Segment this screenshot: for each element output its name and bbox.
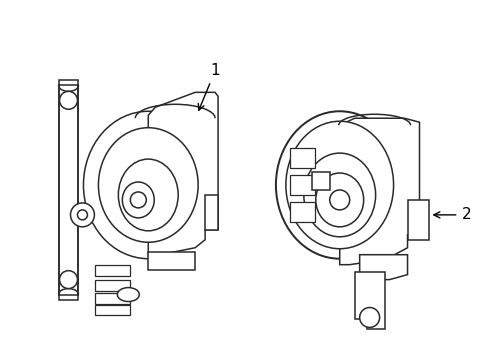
Ellipse shape bbox=[122, 182, 154, 218]
Polygon shape bbox=[95, 265, 130, 276]
Polygon shape bbox=[95, 293, 130, 303]
Polygon shape bbox=[289, 148, 314, 168]
Polygon shape bbox=[95, 280, 130, 291]
Polygon shape bbox=[204, 195, 218, 230]
Polygon shape bbox=[289, 175, 314, 195]
Polygon shape bbox=[407, 200, 428, 240]
Polygon shape bbox=[354, 272, 384, 329]
Text: 1: 1 bbox=[198, 63, 220, 110]
Ellipse shape bbox=[303, 153, 375, 237]
Ellipse shape bbox=[285, 121, 393, 249]
Ellipse shape bbox=[118, 159, 178, 231]
Circle shape bbox=[70, 203, 94, 227]
Circle shape bbox=[77, 210, 87, 220]
Polygon shape bbox=[359, 255, 407, 280]
Ellipse shape bbox=[98, 128, 198, 242]
Ellipse shape bbox=[83, 111, 213, 259]
Circle shape bbox=[130, 192, 146, 208]
Ellipse shape bbox=[315, 173, 363, 227]
Polygon shape bbox=[59, 80, 78, 300]
Circle shape bbox=[60, 271, 77, 289]
Polygon shape bbox=[95, 305, 130, 315]
Circle shape bbox=[359, 307, 379, 328]
Circle shape bbox=[60, 91, 77, 109]
Polygon shape bbox=[311, 172, 329, 190]
Polygon shape bbox=[148, 92, 218, 255]
Polygon shape bbox=[339, 118, 419, 265]
Ellipse shape bbox=[117, 288, 139, 302]
Polygon shape bbox=[289, 202, 314, 222]
Polygon shape bbox=[148, 252, 195, 270]
Circle shape bbox=[329, 190, 349, 210]
Ellipse shape bbox=[275, 111, 403, 259]
Text: 2: 2 bbox=[433, 207, 470, 222]
